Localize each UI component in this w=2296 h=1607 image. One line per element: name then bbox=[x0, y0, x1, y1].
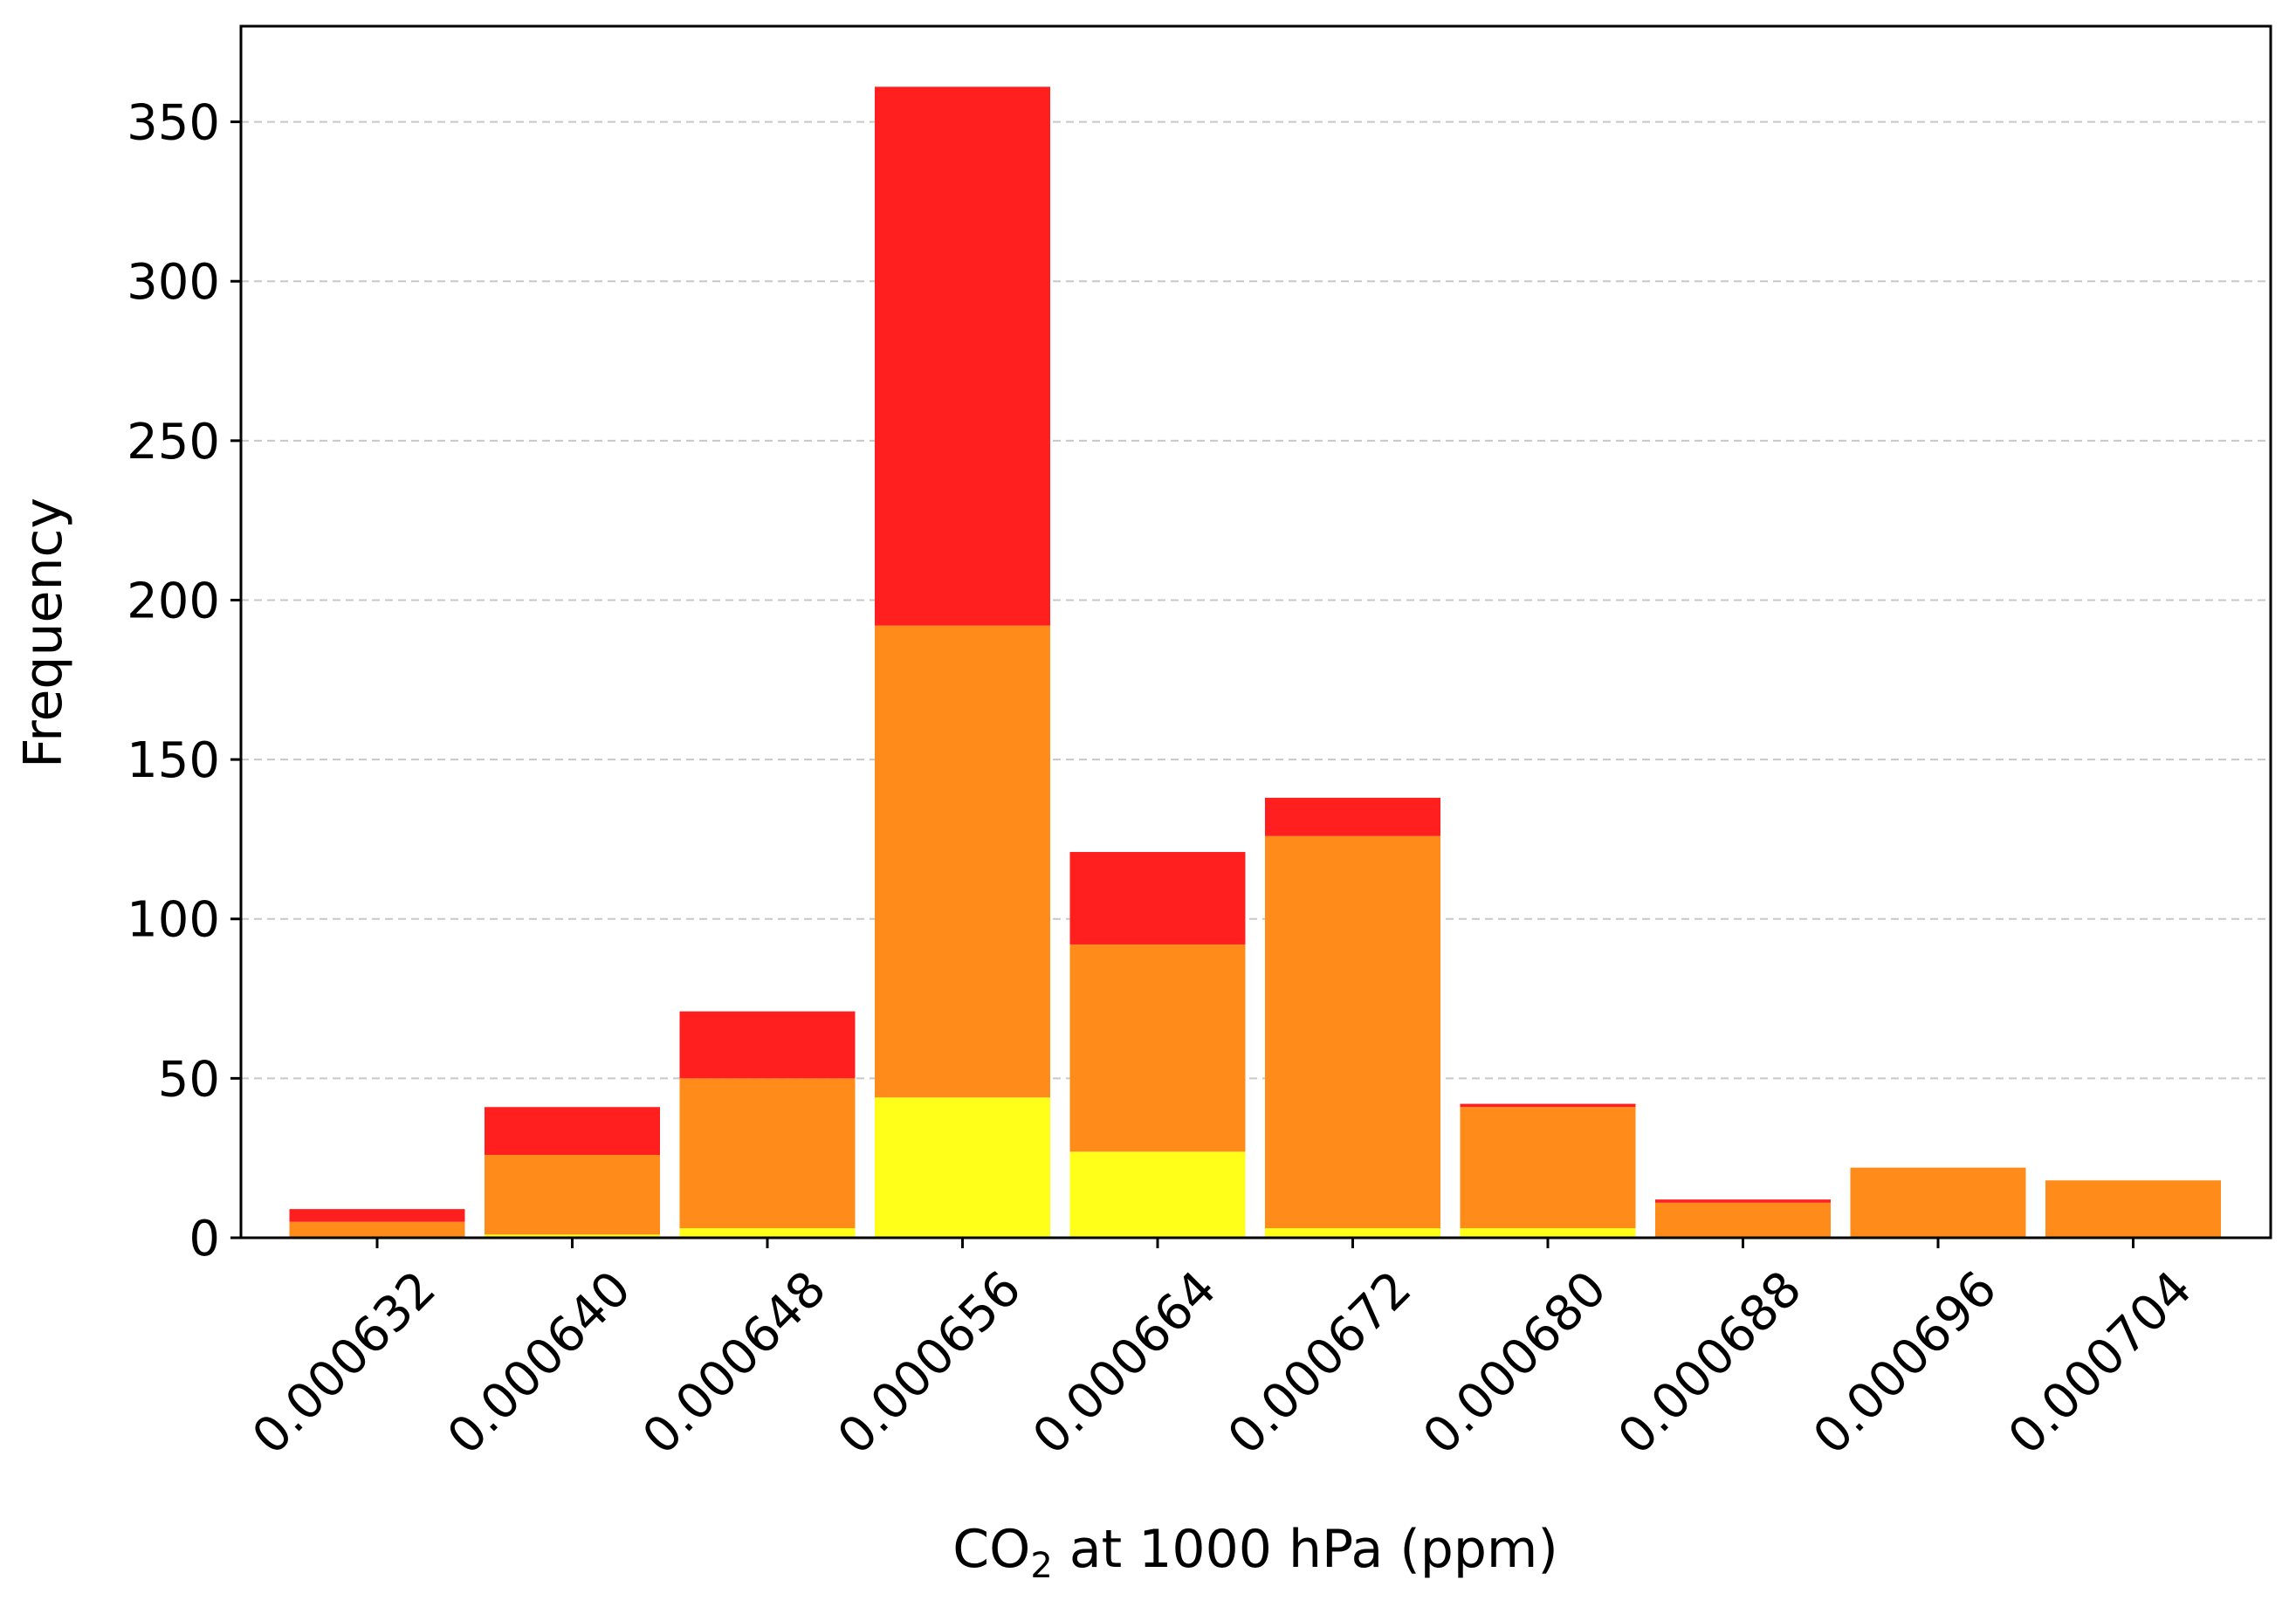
bar-segment-0.000648-s3 bbox=[679, 1011, 856, 1079]
y-tick-label-350: 350 bbox=[127, 95, 220, 152]
stacked-bars bbox=[289, 86, 2221, 1238]
gridlines bbox=[241, 120, 2271, 1080]
x-tick-label-0.000680: 0.000680 bbox=[1413, 1260, 1618, 1466]
y-tick-label-100: 100 bbox=[127, 892, 220, 949]
bar-segment-0.000664-s1 bbox=[1069, 1151, 1246, 1238]
bar-segment-0.000648-s2 bbox=[679, 1078, 856, 1229]
x-axis: 0.0006320.0006400.0006480.0006560.000664… bbox=[242, 1238, 2203, 1466]
y-tick-label-300: 300 bbox=[127, 254, 220, 311]
bar-segment-0.000640-s3 bbox=[485, 1107, 660, 1156]
x-axis-label-main: CO bbox=[952, 1519, 1030, 1580]
bar-segment-0.000680-s1 bbox=[1460, 1228, 1636, 1238]
bar-segment-0.000664-s2 bbox=[1069, 944, 1246, 1152]
y-tick-label-50: 50 bbox=[158, 1051, 220, 1108]
bar-segment-0.000704-s2 bbox=[2045, 1180, 2221, 1238]
x-tick-label-0.000696: 0.000696 bbox=[1803, 1260, 2008, 1466]
y-tick-label-0: 0 bbox=[189, 1211, 220, 1267]
y-axis: 0 50 100 150 200 250 300 350 bbox=[127, 95, 241, 1267]
plot-frame bbox=[239, 24, 2272, 1240]
y-axis-label: Frequency bbox=[13, 498, 74, 768]
y-tick-label-250: 250 bbox=[127, 414, 220, 470]
bar-segment-0.000688-s3 bbox=[1655, 1199, 1831, 1203]
x-tick-label-0.000656: 0.000656 bbox=[827, 1260, 1032, 1466]
x-tick-label-0.000640: 0.000640 bbox=[437, 1260, 642, 1466]
bar-segment-0.000632-s3 bbox=[289, 1209, 465, 1222]
bar-segment-0.000664-s3 bbox=[1069, 852, 1246, 944]
x-tick-label-0.000632: 0.000632 bbox=[242, 1260, 447, 1466]
x-tick-label-0.000688: 0.000688 bbox=[1607, 1260, 1812, 1466]
y-tick-label-200: 200 bbox=[127, 573, 220, 629]
x-axis-label-rest: at 1000 hPa (ppm) bbox=[1053, 1519, 1558, 1580]
x-tick-label-0.000704: 0.000704 bbox=[1997, 1260, 2203, 1466]
bar-segment-0.000632-s2 bbox=[289, 1221, 465, 1238]
bar-segment-0.000656-s2 bbox=[875, 625, 1050, 1098]
bar-segment-0.000640-s2 bbox=[485, 1155, 660, 1235]
bar-segment-0.000672-s3 bbox=[1265, 797, 1440, 836]
x-axis-label-subscript: 2 bbox=[1030, 1546, 1052, 1586]
x-tick-label-0.000648: 0.000648 bbox=[632, 1260, 837, 1466]
x-tick-label-0.000672: 0.000672 bbox=[1217, 1260, 1422, 1466]
bar-segment-0.000656-s3 bbox=[875, 86, 1050, 626]
x-axis-label: CO2 at 1000 hPa (ppm) bbox=[952, 1519, 1558, 1586]
bar-segment-0.000696-s2 bbox=[1850, 1167, 2026, 1238]
bar-segment-0.000680-s3 bbox=[1460, 1103, 1636, 1108]
bar-segment-0.000656-s1 bbox=[875, 1097, 1050, 1238]
bar-segment-0.000672-s2 bbox=[1265, 835, 1440, 1229]
bar-segment-0.000672-s1 bbox=[1265, 1228, 1440, 1238]
x-tick-label-0.000664: 0.000664 bbox=[1022, 1260, 1227, 1466]
bar-segment-0.000648-s1 bbox=[679, 1228, 856, 1238]
bar-segment-0.000640-s1 bbox=[485, 1234, 660, 1238]
y-tick-label-150: 150 bbox=[127, 732, 220, 789]
bar-segment-0.000688-s2 bbox=[1655, 1202, 1831, 1238]
bar-segment-0.000680-s2 bbox=[1460, 1107, 1636, 1229]
